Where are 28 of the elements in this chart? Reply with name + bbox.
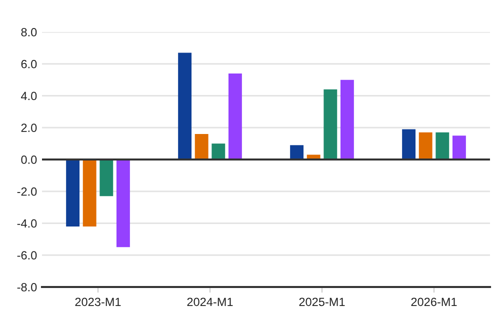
x-tick-label: 2023-M1 <box>75 298 121 306</box>
bar <box>66 160 80 226</box>
bar <box>82 160 96 226</box>
y-tick-label: -4.0 <box>17 219 37 228</box>
bar <box>402 129 416 160</box>
x-tick-label: 2025-M1 <box>299 298 345 306</box>
bar <box>436 132 450 160</box>
bar <box>178 52 192 160</box>
bar <box>290 145 304 160</box>
bar <box>340 80 354 160</box>
y-tick-label: 4.0 <box>21 92 37 100</box>
y-tick-label: 6.0 <box>21 60 37 68</box>
bar <box>452 136 466 160</box>
bar <box>100 160 114 196</box>
y-tick-label: -6.0 <box>17 251 37 260</box>
bar <box>194 134 208 160</box>
y-tick-label: 2.0 <box>21 124 37 132</box>
bar <box>228 73 242 160</box>
bar <box>418 132 432 160</box>
x-tick-label: 2024-M1 <box>187 298 233 306</box>
y-tick-label: 0.0 <box>21 156 37 164</box>
y-tick-label: -2.0 <box>17 187 37 196</box>
y-tick-label: -8.0 <box>17 283 37 292</box>
bar <box>212 144 226 160</box>
bar <box>324 89 338 160</box>
x-tick-label: 2026-M1 <box>411 298 457 306</box>
bar <box>116 160 130 248</box>
y-tick-label: 8.0 <box>21 28 37 36</box>
